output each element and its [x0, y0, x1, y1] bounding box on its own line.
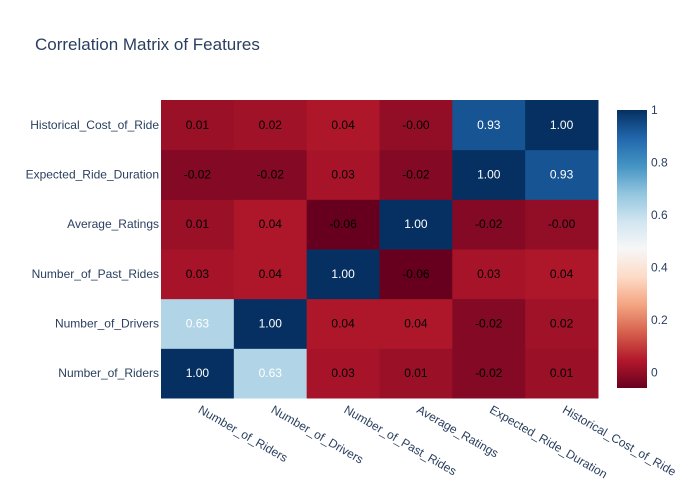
heatmap-cell-label: 0.04: [259, 217, 283, 231]
heatmap-cell-label: 0.03: [186, 267, 210, 281]
y-tick-label: Expected_Ride_Duration: [26, 168, 159, 182]
y-tick-label: Average_Ratings: [67, 217, 159, 231]
heatmap-cell: [306, 348, 380, 399]
heatmap-cell: [452, 249, 526, 300]
heatmap-cell-label: 0.04: [404, 317, 428, 331]
heatmap-cell-label: -0.00: [548, 217, 576, 231]
colorbar-tick-label: 1: [651, 103, 658, 117]
colorbar-tick-label: 0.6: [651, 208, 668, 222]
heatmap-cell: [379, 298, 453, 349]
heatmap-cell-label: 1.00: [259, 317, 283, 331]
y-tick-label: Historical_Cost_of_Ride: [30, 118, 159, 132]
heatmap-cell: [379, 149, 453, 200]
x-tick-label: Expected_Ride_Duration: [487, 402, 610, 481]
y-tick-label: Number_of_Riders: [58, 366, 159, 380]
heatmap-cell-label: 0.02: [550, 317, 574, 331]
heatmap-cell-label: 1.00: [331, 267, 355, 281]
heatmap-cell: [306, 298, 380, 349]
heatmap-cell-label: 1.00: [477, 168, 501, 182]
heatmap-cell: [161, 199, 235, 250]
heatmap-cell: [306, 100, 380, 151]
heatmap-cell-label: 0.93: [550, 168, 574, 182]
heatmap-cell: [452, 149, 526, 200]
heatmap-cell: [525, 149, 599, 200]
heatmap-cell-label: 0.04: [331, 118, 355, 132]
heatmap-cell-label: -0.06: [329, 217, 357, 231]
heatmap-cell-label: -0.02: [257, 168, 285, 182]
colorbar-tick-label: 0: [651, 365, 658, 379]
heatmap-cell: [379, 100, 453, 151]
heatmap-cell: [452, 298, 526, 349]
heatmap-cell: [379, 199, 453, 250]
heatmap-cell-label: 1.00: [550, 118, 574, 132]
heatmap-cell: [525, 249, 599, 300]
colorbar-tick-label: 0.8: [651, 155, 668, 169]
heatmap-cell-label: 0.93: [477, 118, 501, 132]
heatmap-cell: [525, 298, 599, 349]
heatmap-cell: [452, 199, 526, 250]
heatmap-cells: [161, 100, 599, 399]
heatmap-cell: [379, 249, 453, 300]
heatmap-cell-label: -0.00: [402, 118, 430, 132]
heatmap-cell: [452, 100, 526, 151]
heatmap-cell-label: -0.06: [402, 267, 430, 281]
heatmap-cell: [161, 149, 235, 200]
heatmap-cell-label: 0.04: [331, 317, 355, 331]
heatmap-cell: [233, 149, 308, 200]
heatmap-cell: [233, 348, 308, 399]
heatmap-cell-label: 0.04: [259, 267, 283, 281]
heatmap-cell: [233, 298, 308, 349]
heatmap-cell-label: -0.02: [475, 217, 503, 231]
heatmap-cell-label: -0.02: [475, 366, 503, 380]
heatmap-cell: [161, 249, 235, 300]
chart-title: Correlation Matrix of Features: [35, 35, 260, 54]
x-tick-label: Historical_Cost_of_Ride: [560, 402, 679, 479]
heatmap-cell: [452, 348, 526, 399]
heatmap-cell: [161, 298, 235, 349]
heatmap-cell-labels: 1.00 0.63 0.03 0.01 -0.02 0.01 0.63 1.00 0.04 0.0…: [184, 118, 576, 380]
heatmap-cell-label: 0.01: [186, 217, 210, 231]
heatmap-cell: [525, 199, 599, 250]
heatmap-cell: [525, 348, 599, 399]
colorbar-tick-label: 0.4: [651, 260, 668, 274]
y-tick-label: Number_of_Past_Rides: [32, 267, 159, 281]
heatmap-cell: [306, 199, 380, 250]
y-tick-label: Number_of_Drivers: [55, 317, 159, 331]
heatmap-cell-label: 0.03: [331, 366, 355, 380]
heatmap-cell: [306, 249, 380, 300]
heatmap-cell-label: 1.00: [186, 366, 210, 380]
heatmap-cell-label: 0.63: [259, 366, 283, 380]
heatmap-cell-label: 0.63: [186, 317, 210, 331]
colorbar: 0 0.2 0.4 0.6 0.8 1: [617, 103, 668, 388]
heatmap-cell: [306, 149, 380, 200]
heatmap-cell: [161, 348, 235, 399]
heatmap-cell: [233, 100, 308, 151]
y-axis-tick-labels: Number_of_Riders Number_of_Drivers Number_…: [26, 118, 160, 380]
heatmap-cell-label: 0.01: [186, 118, 210, 132]
heatmap-cell-label: 0.01: [550, 366, 574, 380]
heatmap-cell: [379, 348, 453, 399]
heatmap-cell-label: 1.00: [404, 217, 428, 231]
heatmap-cell-label: 0.03: [477, 267, 501, 281]
heatmap-cell-label: 0.01: [404, 366, 428, 380]
heatmap-cell: [525, 100, 599, 151]
heatmap-cell: [233, 199, 308, 250]
heatmap-cell-label: -0.02: [184, 168, 212, 182]
heatmap-cell: [161, 100, 235, 151]
heatmap-cell-label: 0.02: [259, 118, 283, 132]
heatmap-cell: [233, 249, 308, 300]
heatmap-cell-label: -0.02: [475, 317, 503, 331]
colorbar-gradient: [617, 110, 647, 388]
colorbar-tick-label: 0.2: [651, 313, 668, 327]
heatmap-cell-label: 0.04: [550, 267, 574, 281]
heatmap-cell-label: 0.03: [331, 168, 355, 182]
heatmap-cell-label: -0.02: [402, 168, 430, 182]
x-axis-tick-labels: Number_of_RidersNumber_of_DriversNumber_…: [196, 402, 679, 481]
